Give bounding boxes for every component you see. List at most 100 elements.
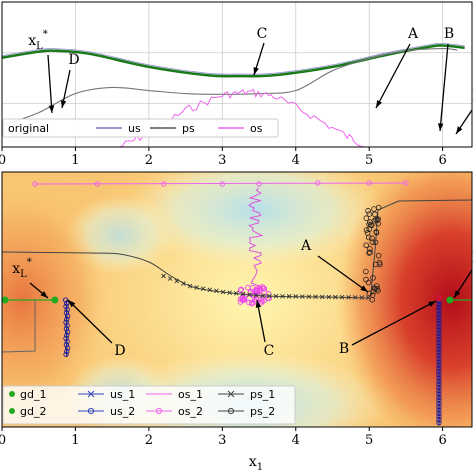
trajectory-ps_1-marker xyxy=(253,292,259,298)
trajectory-us_2-marker xyxy=(436,333,442,340)
series-line-original xyxy=(2,44,465,78)
bottom-annotation-A: A xyxy=(300,238,312,254)
trajectory-ps_1-marker xyxy=(313,294,318,300)
trajectory-us_1-marker xyxy=(63,351,69,358)
trajectory-os_2-marker xyxy=(245,284,251,291)
trajectory-us_2-marker xyxy=(436,324,442,330)
top-annotation-xl-star: xL* xyxy=(28,29,48,52)
trajectory-ps_2-marker xyxy=(363,227,370,233)
trajectory-ps_1-marker xyxy=(247,292,252,297)
trajectory-ps_2-marker xyxy=(371,217,378,224)
top-annotation-B: B xyxy=(444,26,454,42)
legend-label-us: us xyxy=(128,122,141,135)
trajectory-us_2-marker xyxy=(436,301,442,308)
trajectory-ps_2-marker xyxy=(365,208,371,214)
legend-label-os_1: os_1 xyxy=(178,388,203,401)
trajectory-ps_1-marker xyxy=(194,285,199,290)
trajectory-ps_2-marker xyxy=(373,283,380,289)
trajectory-gd_1-endpoint xyxy=(51,296,59,304)
trajectory-ps_1-marker xyxy=(359,295,365,300)
top-x-tick-label-4: 4 xyxy=(292,153,300,168)
trajectory-us_1-marker xyxy=(64,338,70,345)
legend-label-ps_2: ps_2 xyxy=(250,405,275,418)
bottom-annotation-arrowhead-D xyxy=(68,300,76,308)
trajectory-ps_1-marker xyxy=(333,294,338,300)
legend-label-os: os xyxy=(250,122,263,135)
trajectory-us_2-marker xyxy=(436,362,442,368)
series-line-ps xyxy=(2,48,458,127)
trajectory-us_1-marker xyxy=(64,313,71,319)
series-line-us xyxy=(2,43,465,75)
legend-label-us_1: us_1 xyxy=(110,388,135,401)
trajectory-os_1-marker xyxy=(160,181,167,187)
legend-marker-ps_2 xyxy=(227,407,235,415)
legend-label-gd_1: gd_1 xyxy=(20,388,46,401)
top-annotation-arrow-B xyxy=(439,43,449,132)
trajectory-ps_1-marker xyxy=(207,287,213,293)
trajectory-ps_2-marker xyxy=(366,211,373,217)
trajectory-os_2-line xyxy=(247,187,264,299)
trajectory-us_1-marker xyxy=(63,310,70,316)
bottom-annotation-arrowhead-A xyxy=(360,285,368,292)
trajectory-ps_1-marker xyxy=(260,293,266,299)
trajectory-ps_1-marker xyxy=(339,294,345,300)
legend-marker-us_2 xyxy=(87,407,95,415)
bottom-annotation-arrow-D xyxy=(67,299,113,344)
bottom-annotation-arrowhead-E xyxy=(454,290,461,298)
bottom-x-tick-label-5: 5 xyxy=(365,433,373,448)
bottom-x-tick-label-3: 3 xyxy=(218,433,226,448)
bottom-annotation-D: D xyxy=(114,343,125,359)
legend-label-original: original xyxy=(8,122,49,135)
heatmap-cool-region-top xyxy=(125,172,385,270)
trajectory-us_1-marker xyxy=(64,332,70,338)
legend-marker-us_1 xyxy=(87,390,95,398)
top-x-tick-label-2: 2 xyxy=(145,153,153,168)
trajectory-ps_1-marker xyxy=(181,281,186,286)
trajectory-us_1-marker xyxy=(64,316,70,322)
trajectory-ps_1-marker xyxy=(161,273,166,279)
trajectory-ps_1-marker xyxy=(300,294,305,299)
bottom-panel: gd_1 us_1 os_1 ps_1 gd_2 us_2 os_2 ps_2 xL* D C A B… xyxy=(0,171,474,473)
trajectory-us_2-marker xyxy=(436,384,442,391)
trajectory-os_2-marker xyxy=(254,286,260,293)
trajectory-us_2-marker xyxy=(436,336,442,343)
top-axes-frame xyxy=(1,1,473,148)
trajectory-us_2-marker xyxy=(436,343,442,349)
legend-label-ps_1: ps_1 xyxy=(250,388,275,401)
trajectory-us_2-marker xyxy=(436,397,442,404)
trajectory-os_2-marker xyxy=(249,300,255,307)
trajectory-us_2-marker xyxy=(436,372,442,378)
trajectory-ps_2-marker xyxy=(363,215,370,222)
bottom-annotation-C: C xyxy=(264,343,275,359)
top-annotation-arrowhead-E xyxy=(456,126,463,134)
trajectory-us_1-marker xyxy=(64,300,70,306)
top-annotation-D: D xyxy=(68,52,79,68)
trajectory-gd_2-endpoint xyxy=(446,296,454,304)
trajectory-ps_1-marker xyxy=(227,290,232,296)
top-x-tick-label-5: 5 xyxy=(365,153,373,168)
trajectory-us_2-marker xyxy=(436,330,442,336)
trajectory-ps_2-marker xyxy=(369,296,376,303)
legend-label-os_2: os_2 xyxy=(178,405,203,418)
top-panel: original us ps os xL* D C A B E 0 1 2 3 4 5 6 xyxy=(0,1,474,168)
trajectory-us_2-marker xyxy=(436,416,442,423)
trajectory-us_1-marker xyxy=(63,335,69,342)
trajectory-us_2-marker xyxy=(436,388,442,394)
trajectory-us_2-marker xyxy=(436,394,442,400)
trajectory-us_2-marker xyxy=(436,346,442,352)
trajectory-us_1-marker xyxy=(63,342,70,348)
trajectory-os_2-marker xyxy=(253,296,260,303)
trajectory-us_2-marker xyxy=(436,308,442,314)
top-annotation-arrow-A xyxy=(375,43,411,109)
trajectory-us_1-marker xyxy=(64,322,70,329)
bottom-annotation-B: B xyxy=(339,341,349,357)
trajectory-ps_2-marker xyxy=(366,221,372,228)
bottom-legend: gd_1 us_1 os_1 ps_1 gd_2 us_2 os_2 ps_2 xyxy=(2,385,296,425)
top-annotation-arrowhead-A xyxy=(376,100,382,108)
legend-label-gd_2: gd_2 xyxy=(20,405,46,418)
trajectory-us_2-marker xyxy=(436,410,442,416)
trajectory-ps_1-marker xyxy=(319,294,325,300)
trajectory-gd_1-start xyxy=(2,296,9,304)
top-annotation-A: A xyxy=(407,26,419,42)
